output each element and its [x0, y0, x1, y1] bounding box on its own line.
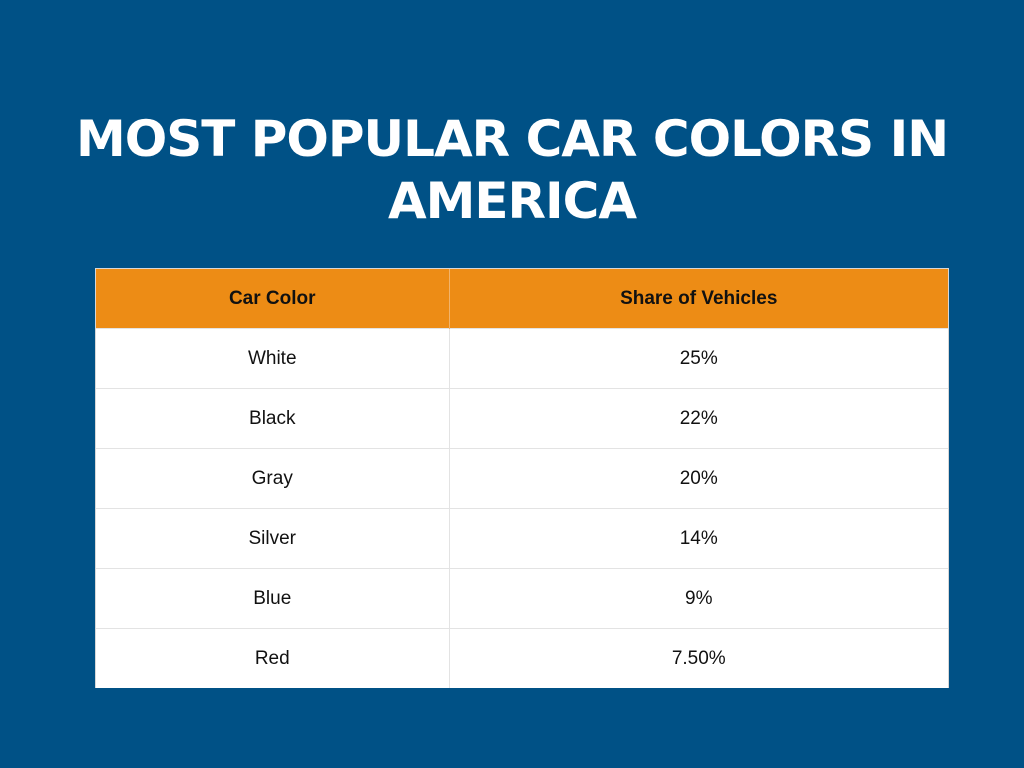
page-title: MOST POPULAR CAR COLORS IN AMERICA [75, 110, 949, 230]
cell-car-color: Blue [96, 568, 450, 629]
cell-car-color: Silver [96, 508, 450, 569]
cell-share: 14% [449, 508, 948, 569]
table-row: Silver 14% [96, 508, 948, 569]
table-row: Black 22% [96, 388, 948, 449]
cell-car-color: White [96, 328, 450, 389]
table-row: Blue 9% [96, 568, 948, 629]
cell-share: 9% [449, 568, 948, 629]
column-header-car-color: Car Color [96, 269, 450, 329]
table-header-row: Car Color Share of Vehicles [96, 269, 948, 329]
cell-share: 25% [449, 328, 948, 389]
cell-share: 22% [449, 388, 948, 449]
table-row: Gray 20% [96, 448, 948, 509]
cell-car-color: Black [96, 388, 450, 449]
cell-share: 7.50% [449, 628, 948, 688]
cell-share: 20% [449, 448, 948, 509]
cell-car-color: Red [96, 628, 450, 688]
car-colors-table: Car Color Share of Vehicles White 25% Bl… [95, 268, 949, 688]
table-row: White 25% [96, 328, 948, 389]
table-row: Red 7.50% [96, 628, 948, 688]
data-table: Car Color Share of Vehicles White 25% Bl… [96, 269, 948, 688]
cell-car-color: Gray [96, 448, 450, 509]
column-header-share: Share of Vehicles [449, 269, 948, 329]
